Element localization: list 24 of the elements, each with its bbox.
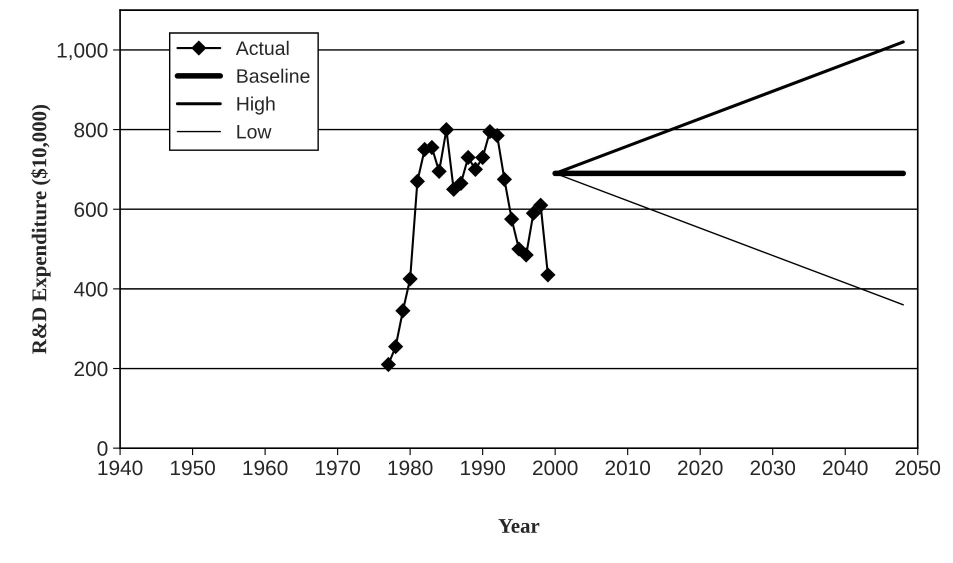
y-tick-label: 200 xyxy=(74,362,108,376)
x-tick-label: 2030 xyxy=(750,460,796,476)
y-tick-label: 1,000 xyxy=(58,42,108,60)
x-tick-label: 1980 xyxy=(388,460,432,476)
y-axis-title: R&D Expenditure ($10,000) xyxy=(31,104,51,354)
y-tick-label: 400 xyxy=(74,282,108,297)
x-tick-label: 2000 xyxy=(533,460,578,476)
legend-label: Low xyxy=(237,125,272,139)
legend-label: Baseline xyxy=(237,68,310,83)
y-tick-label: 0 xyxy=(98,441,108,456)
x-tick-label: 2050 xyxy=(896,460,940,476)
x-tick-label: 2010 xyxy=(606,460,650,476)
x-tick-label: 2020 xyxy=(678,460,723,476)
x-tick-label: 1960 xyxy=(244,460,288,476)
x-tick-label: 1970 xyxy=(316,460,360,476)
y-tick-label: 600 xyxy=(74,202,108,217)
x-tick-label: 2040 xyxy=(823,460,868,476)
legend-label: Actual xyxy=(236,40,289,56)
x-tick-label: 1990 xyxy=(461,460,506,476)
legend-label: High xyxy=(237,96,275,115)
x-tick-label: 1950 xyxy=(171,460,215,476)
x-axis-title: Year xyxy=(498,519,540,533)
x-tick-label: 1940 xyxy=(98,460,142,476)
y-tick-label: 800 xyxy=(74,122,108,138)
